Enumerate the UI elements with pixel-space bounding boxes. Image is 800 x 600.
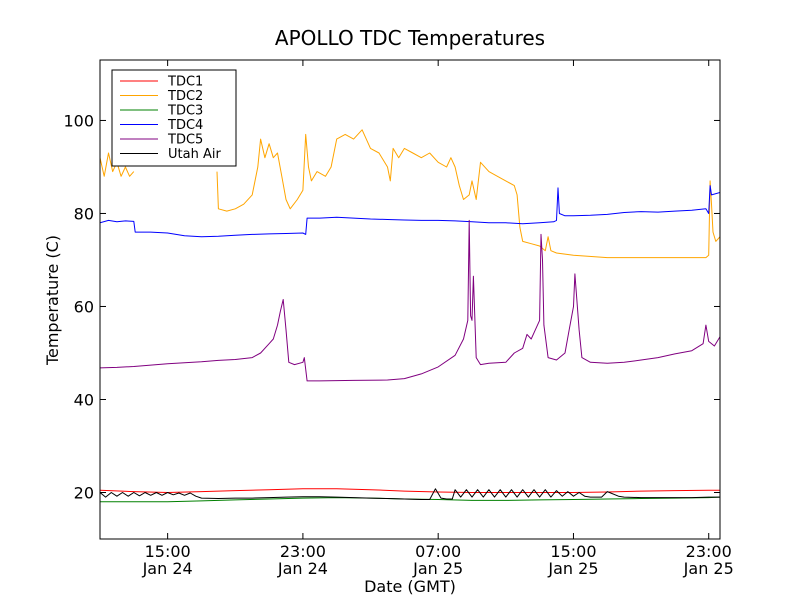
y-tick-label: 60 <box>74 297 94 316</box>
x-tick-label-date: Jan 25 <box>547 559 598 578</box>
series-line-tdc5 <box>100 219 720 382</box>
x-tick-label-time: 15:00 <box>145 542 191 561</box>
series-line-utah-air <box>100 488 720 500</box>
y-axis: 20 40 60 80 100 <box>63 111 720 502</box>
x-tick-label-time: 23:00 <box>280 542 326 561</box>
series-line-tdc4 <box>100 185 720 238</box>
x-tick-label-time: 15:00 <box>550 542 596 561</box>
x-tick-label-time: 23:00 <box>686 542 732 561</box>
y-axis-title: Temperature (C) <box>43 235 62 366</box>
legend-label: Utah Air <box>168 147 221 162</box>
y-tick-label: 80 <box>74 204 94 223</box>
y-tick-label: 20 <box>74 483 94 502</box>
x-tick-label-date: Jan 24 <box>277 559 328 578</box>
y-tick-label: 40 <box>74 390 94 409</box>
legend-label: TDC2 <box>167 89 203 104</box>
legend-label: TDC1 <box>167 75 203 90</box>
x-tick-label-time: 07:00 <box>415 542 461 561</box>
legend-box <box>111 69 237 167</box>
y-tick-label: 100 <box>63 111 94 130</box>
chart-title: APOLLO TDC Temperatures <box>275 26 545 50</box>
x-tick-label-date: Jan 24 <box>142 559 193 578</box>
legend-label: TDC3 <box>167 104 203 119</box>
x-tick-label-date: Jan 25 <box>412 559 463 578</box>
x-axis-title: Date (GMT) <box>364 577 456 596</box>
series-line-tdc1 <box>100 488 720 493</box>
legend-label: TDC5 <box>167 133 203 148</box>
x-tick-label-date: Jan 25 <box>683 559 734 578</box>
legend-label: TDC4 <box>167 118 203 133</box>
plot-frame <box>99 59 721 540</box>
